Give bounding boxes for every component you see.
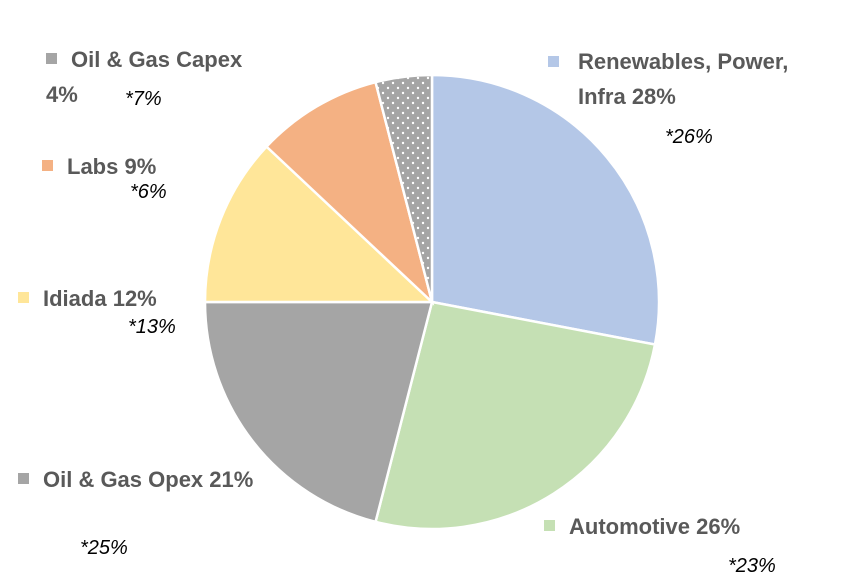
pie-slice — [374, 300, 657, 531]
value-label: 26% — [696, 514, 741, 539]
value-label: 21% — [209, 467, 254, 492]
legend-marker — [18, 292, 29, 303]
legend-label: Automotive 26% — [544, 509, 834, 544]
legend-marker — [548, 56, 559, 67]
legend-marker — [46, 53, 57, 64]
category-name: Renewables, Power, Infra — [578, 49, 789, 109]
category-name: Idiada — [43, 286, 107, 311]
value-label: 12% — [112, 286, 157, 311]
legend-marker — [544, 520, 555, 531]
annotation: *6% — [130, 181, 167, 203]
legend-label: Oil & Gas Capex 4% — [46, 42, 276, 112]
legend-marker — [42, 160, 53, 171]
value-label: 28% — [631, 84, 676, 109]
pie-slice — [203, 300, 434, 524]
pie-slice — [430, 73, 661, 346]
value-label: 4% — [46, 82, 78, 107]
pie-slice — [203, 144, 436, 304]
category-name: Oil & Gas Opex — [43, 467, 204, 492]
legend-label: Labs 9% — [42, 149, 282, 184]
legend-label: Oil & Gas Opex 21% — [18, 462, 258, 497]
annotation: *25% — [80, 537, 128, 559]
pie-slice — [264, 80, 435, 306]
pie-slice — [374, 73, 434, 303]
category-name: Labs — [67, 154, 119, 179]
legend-marker — [18, 473, 29, 484]
value-label: 9% — [124, 154, 157, 179]
annotation: *26% — [665, 126, 713, 148]
category-name: Automotive — [569, 514, 690, 539]
annotation: *23% — [728, 555, 776, 577]
annotation: *13% — [128, 316, 176, 338]
category-name: Oil & Gas Capex — [71, 47, 243, 72]
annotation: *7% — [125, 88, 162, 110]
legend-label: Idiada 12% — [18, 281, 258, 316]
legend-label: Renewables, Power, Infra 28% — [548, 44, 818, 114]
